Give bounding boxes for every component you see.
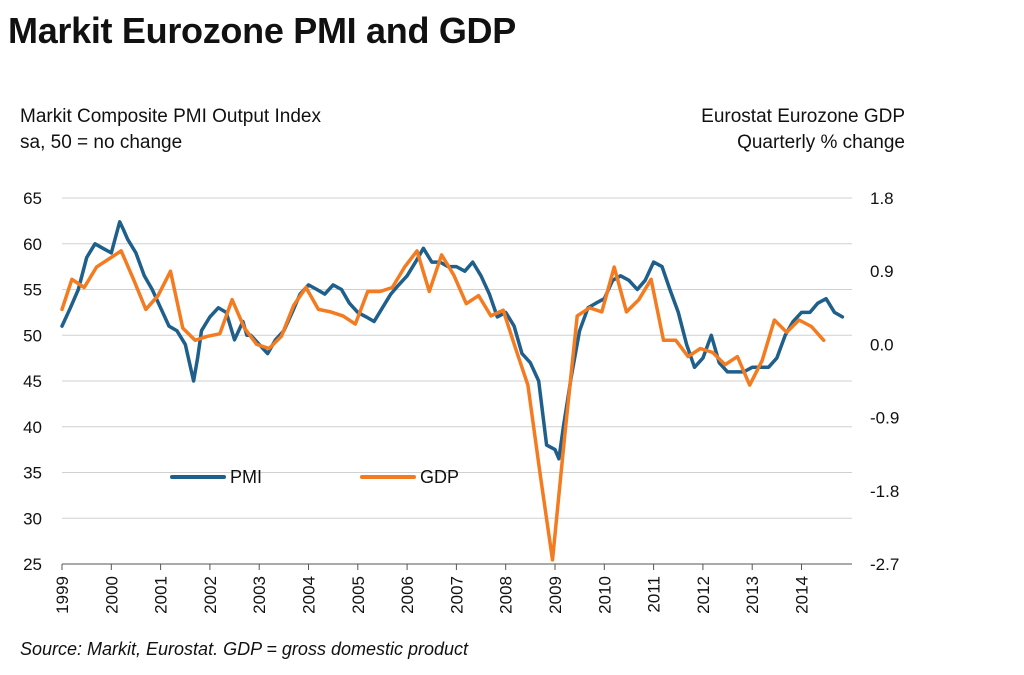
x-tick-label-2001: 2001 <box>152 576 171 614</box>
left-tick-label-3: 40 <box>23 418 42 437</box>
left-axis-label-line2: sa, 50 = no change <box>20 132 183 153</box>
x-tick-label-2010: 2010 <box>595 576 614 614</box>
x-tick-label-2011: 2011 <box>645 576 664 613</box>
right-tick-label-1: -1.8 <box>870 482 899 501</box>
x-tick-label-2004: 2004 <box>300 576 319 614</box>
right-tick-label-2: -0.9 <box>870 409 899 428</box>
x-tick-label-2006: 2006 <box>398 576 417 614</box>
left-axis-label-line1: Markit Composite PMI Output Index <box>20 106 321 127</box>
x-tick-label-2012: 2012 <box>694 576 713 614</box>
left-tick-label-8: 65 <box>23 189 42 208</box>
right-axis-label-line2: Quarterly % change <box>737 132 905 153</box>
left-tick-label-2: 35 <box>23 464 42 483</box>
x-tick-label-2002: 2002 <box>201 576 220 614</box>
x-tick-label-2003: 2003 <box>250 576 269 614</box>
right-axis-label: Eurostat Eurozone GDP Quarterly % change <box>701 104 905 156</box>
right-axis-label-line1: Eurostat Eurozone GDP <box>701 106 905 127</box>
left-tick-label-0: 25 <box>23 555 42 574</box>
x-tick-label-2007: 2007 <box>447 576 466 614</box>
x-tick-label-2008: 2008 <box>497 576 516 614</box>
right-tick-label-0: -2.7 <box>870 555 899 574</box>
x-tick-label-2013: 2013 <box>743 576 762 614</box>
left-tick-label-4: 45 <box>23 372 42 391</box>
left-tick-label-6: 55 <box>23 281 42 300</box>
gdp-series-line <box>60 249 826 562</box>
x-tick-label-2009: 2009 <box>546 576 565 614</box>
x-tick-label-2000: 2000 <box>102 576 121 614</box>
x-tick-label-2005: 2005 <box>349 576 368 614</box>
x-tick-label-1999: 1999 <box>53 576 72 614</box>
left-tick-label-5: 50 <box>23 326 42 345</box>
x-tick-label-2014: 2014 <box>793 576 812 614</box>
source-note: Source: Markit, Eurostat. GDP = gross do… <box>20 639 469 659</box>
chart-title: Markit Eurozone PMI and GDP <box>8 10 516 51</box>
left-tick-label-7: 60 <box>23 235 42 254</box>
right-tick-label-5: 1.8 <box>870 189 894 208</box>
right-tick-label-4: 0.9 <box>870 262 894 281</box>
left-tick-label-1: 30 <box>23 509 42 528</box>
pmi-series-line <box>60 220 845 461</box>
right-tick-label-3: 0.0 <box>870 335 894 354</box>
legend-label-pmi: PMI <box>230 467 262 487</box>
left-axis-label: Markit Composite PMI Output Index sa, 50… <box>20 104 321 156</box>
legend-label-gdp: GDP <box>420 467 459 487</box>
